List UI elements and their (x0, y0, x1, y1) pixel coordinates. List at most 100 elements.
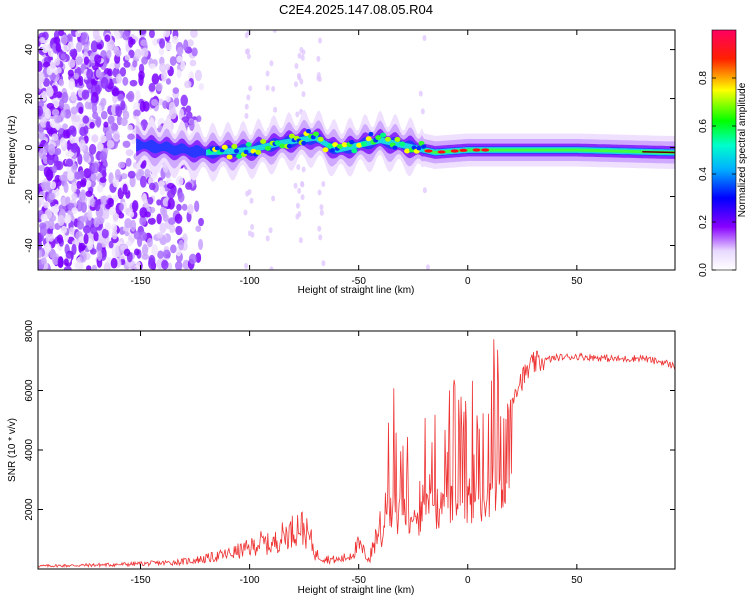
noise-cell (318, 234, 323, 241)
noise-cell (297, 211, 302, 218)
noise-cell (103, 262, 111, 270)
noise-cell (46, 102, 55, 109)
noise-cell (71, 162, 77, 174)
spectrogram-panel: -150 -100 -50 0 50 -40 -20 0 20 40 Height of str… (7, 29, 676, 296)
noise-cell (122, 76, 129, 86)
ridge-blob (332, 142, 339, 148)
noise-cell (250, 223, 255, 230)
noise-cell (115, 105, 123, 117)
ridge-blob (356, 142, 363, 148)
noise-cell (125, 240, 133, 247)
noise-cell (167, 197, 175, 210)
ridge-blob (312, 131, 319, 137)
noise-cell (66, 33, 73, 44)
noise-cell (271, 195, 276, 202)
ridge-blob (360, 141, 367, 147)
noise-cell (198, 83, 205, 91)
ridge-blob (255, 149, 262, 155)
colorbar-tick-label: 0.2 (698, 215, 709, 229)
noise-cell (38, 232, 42, 244)
ridge-blob (221, 144, 228, 150)
noise-cell (75, 56, 83, 65)
noise-cell (43, 77, 51, 87)
noise-cell (53, 36, 61, 45)
noise-cell (114, 168, 121, 180)
noise-cell (117, 161, 126, 169)
noise-cell (300, 54, 305, 61)
noise-cell (181, 116, 190, 123)
spectrogram-frame (37, 29, 676, 271)
x-tick-label: -150 (131, 276, 151, 287)
noise-cell (104, 222, 112, 231)
snr-x-label: Height of straight line (km) (298, 585, 415, 596)
noise-cell (103, 209, 110, 220)
noise-cell (65, 251, 73, 259)
ridge-blob (286, 143, 292, 149)
ridge-blob (306, 129, 312, 134)
colorbar-label: Normalized spectral amplitude (737, 82, 748, 217)
noise-cell (152, 38, 159, 46)
ridge-peak (472, 148, 481, 152)
noise-cell (56, 234, 64, 244)
ridge-blob (264, 145, 271, 151)
noise-cell (99, 177, 107, 184)
noise-cell (38, 71, 45, 84)
noise-cell (65, 196, 71, 206)
noise-cell (139, 175, 147, 188)
noise-cell (125, 92, 133, 100)
noise-cell (141, 244, 149, 257)
noise-cell (177, 192, 185, 203)
noise-cell (89, 248, 97, 255)
noise-cell (156, 213, 162, 225)
noise-cell (50, 205, 57, 213)
colorbar: 0.0 0.2 0.4 0.6 0.8 Normalized spectral ampl… (698, 29, 748, 277)
noise-cell (160, 206, 166, 216)
noise-cell (300, 194, 305, 201)
ridge-blob (279, 143, 286, 149)
ridge-blob (226, 154, 233, 160)
noise-cell (77, 153, 83, 165)
noise-cell (83, 44, 89, 53)
noise-cell (249, 197, 254, 204)
noise-cell (127, 170, 136, 179)
figure-title: C2E4.2025.147.08.05.R04 (279, 2, 433, 17)
ridge-blob (301, 140, 307, 146)
noise-cell (60, 225, 67, 234)
spectrogram-x-axis: -150 -100 -50 0 50 (131, 30, 583, 287)
noise-cell (271, 85, 276, 92)
noise-cell (85, 190, 93, 197)
ridge-blob (214, 146, 220, 151)
noise-cell (39, 222, 47, 230)
noise-cell (127, 133, 135, 140)
noise-cell (147, 237, 153, 248)
noise-cell (82, 115, 90, 124)
noise-cell (105, 129, 112, 142)
noise-cell (318, 37, 323, 44)
x-tick-label: 50 (571, 276, 583, 287)
noise-cell (123, 248, 131, 257)
ridge-blob (375, 135, 382, 141)
noise-cell (112, 195, 119, 203)
noise-cell (244, 262, 249, 269)
noise-cell (123, 61, 131, 68)
noise-cell (183, 39, 189, 52)
noise-cell (87, 209, 93, 221)
noise-cell (78, 106, 84, 115)
noise-cell (165, 63, 171, 71)
noise-cell (75, 30, 82, 38)
noise-cell (142, 101, 150, 112)
noise-cell (149, 206, 156, 214)
noise-cell (122, 183, 128, 195)
noise-cell (196, 115, 202, 123)
noise-cell (40, 181, 49, 188)
noise-cell (144, 211, 151, 218)
noise-cell (130, 219, 137, 232)
noise-cell (244, 112, 249, 119)
noise-cell (80, 189, 86, 200)
noise-cell (107, 115, 115, 125)
noise-cell (38, 132, 46, 140)
noise-cell (91, 134, 99, 143)
noise-cell (321, 260, 326, 267)
noise-cell (161, 259, 169, 270)
noise-cell (43, 242, 52, 253)
